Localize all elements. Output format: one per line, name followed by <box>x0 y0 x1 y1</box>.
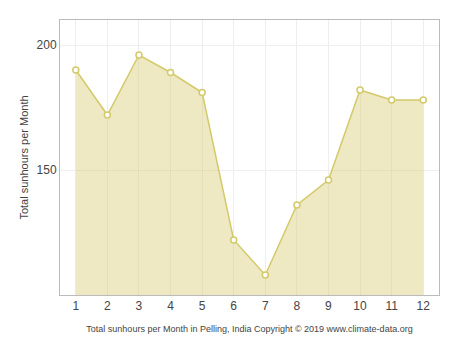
svg-text:3: 3 <box>136 299 143 313</box>
svg-text:1: 1 <box>72 299 79 313</box>
svg-text:9: 9 <box>325 299 332 313</box>
svg-text:6: 6 <box>230 299 237 313</box>
svg-text:4: 4 <box>167 299 174 313</box>
svg-text:10: 10 <box>353 299 367 313</box>
svg-text:5: 5 <box>199 299 206 313</box>
svg-text:11: 11 <box>385 299 398 313</box>
svg-text:7: 7 <box>262 299 269 313</box>
svg-text:12: 12 <box>417 299 431 313</box>
svg-text:2: 2 <box>104 299 111 313</box>
svg-text:8: 8 <box>294 299 301 313</box>
svg-text:Total sunhours per Month: Total sunhours per Month <box>18 95 30 219</box>
svg-text:150: 150 <box>37 163 57 177</box>
svg-text:200: 200 <box>37 38 57 52</box>
svg-text:Total sunhours per Month in Pe: Total sunhours per Month in Pelling, Ind… <box>86 324 412 334</box>
